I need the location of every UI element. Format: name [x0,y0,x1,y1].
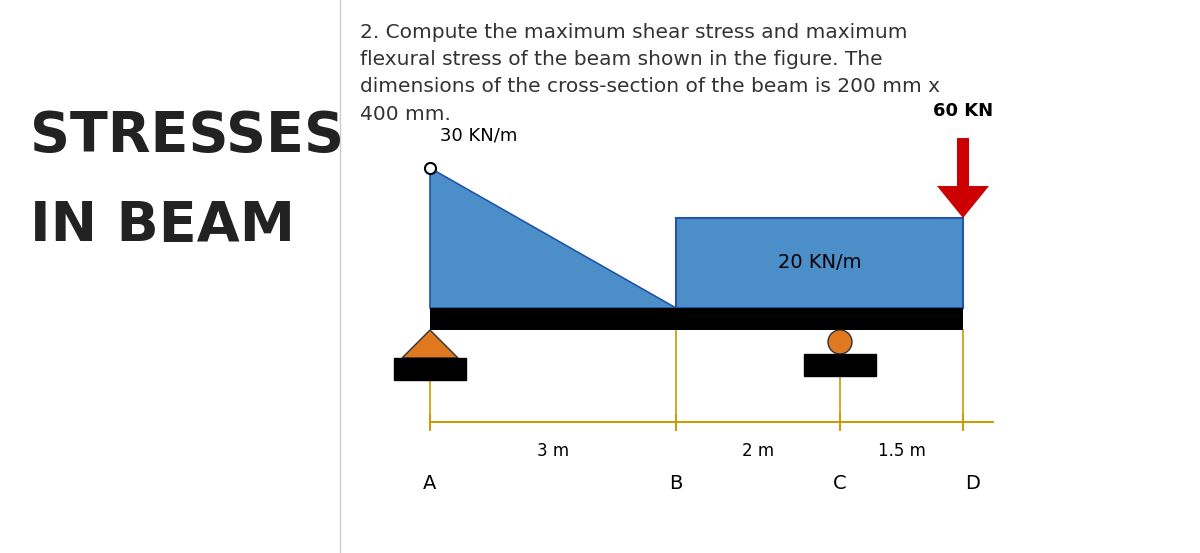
Circle shape [828,330,852,354]
Text: 2 m: 2 m [742,442,774,460]
Bar [958,138,970,190]
Bar [430,308,964,330]
Text: B: B [670,474,683,493]
Polygon shape [402,330,458,358]
Polygon shape [937,186,989,218]
Text: IN BEAM: IN BEAM [30,199,295,253]
Text: 20 KN/m: 20 KN/m [778,253,862,273]
Text: 30 KN/m: 30 KN/m [440,127,517,145]
Text: 2. Compute the maximum shear stress and maximum
flexural stress of the beam show: 2. Compute the maximum shear stress and … [360,23,940,124]
Text: A: A [424,474,437,493]
Polygon shape [430,168,676,308]
Text: 3 m: 3 m [536,442,569,460]
Text: STRESSES: STRESSES [30,109,344,163]
Bar [676,218,964,308]
Text: D: D [966,474,980,493]
Bar [394,358,466,380]
Text: 1.5 m: 1.5 m [877,442,925,460]
Text: 60 KN: 60 KN [932,102,994,120]
Bar [804,354,876,376]
Text: C: C [833,474,847,493]
